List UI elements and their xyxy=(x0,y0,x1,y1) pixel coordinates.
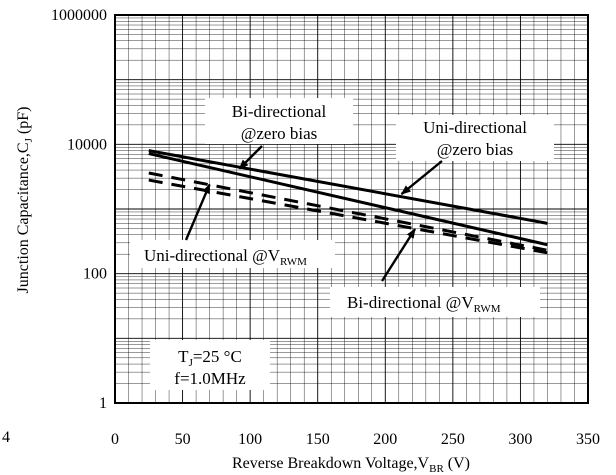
x-tick-labels: 0 50 100 150 200 250 300 350 xyxy=(111,431,600,448)
y-tick-label: 10000 xyxy=(67,136,107,153)
annotation-box xyxy=(205,98,353,144)
x-tick-label: 100 xyxy=(238,431,262,448)
annotation-line: Bi-directional xyxy=(232,102,327,121)
annotation-unidir-vrwm: Uni-directional @VRWM xyxy=(130,240,335,268)
annotation-bidir-vrwm: Bi-directional @VRWM xyxy=(330,287,540,317)
plot-frame xyxy=(114,14,589,404)
annotation-box xyxy=(330,287,540,317)
y-tick-label: 1000000 xyxy=(51,7,107,24)
annotation-line: @zero bias xyxy=(437,140,514,159)
y-tick-labels: 1 100 10000 1000000 xyxy=(51,7,107,412)
annotation-bidir-zero-bias: Bi-directional @zero bias xyxy=(205,98,353,144)
annotation-arrow xyxy=(184,183,211,241)
annotation-arrows xyxy=(184,145,443,282)
y-axis-title: Junction Capacitance,CJ (pF) xyxy=(15,107,35,294)
junction-temperature: TJ=25 °C xyxy=(178,347,242,369)
x-tick-label: 0 xyxy=(111,431,119,448)
annotation-line: @zero bias xyxy=(241,124,318,143)
gridlines xyxy=(115,15,588,403)
y-tick-label: 100 xyxy=(83,266,107,283)
test-conditions: TJ=25 °C f=1.0MHz xyxy=(150,340,270,390)
series-line xyxy=(148,149,548,225)
annotation-line: Uni-directional xyxy=(423,118,527,137)
x-tick-label: 350 xyxy=(576,431,600,448)
x-tick-label: 300 xyxy=(508,431,532,448)
annotation-arrow xyxy=(238,145,263,170)
series-layer xyxy=(148,149,548,255)
series-line xyxy=(148,152,548,247)
y-tick-label: 1 xyxy=(99,395,107,412)
x-tick-label: 200 xyxy=(373,431,397,448)
annotation-unidir-zero-bias: Uni-directional @zero bias xyxy=(396,115,554,161)
annotation-text: Uni-directional @VRWM xyxy=(144,246,307,268)
annotation-text: Bi-directional @VRWM xyxy=(347,293,501,315)
annotation-box xyxy=(130,240,335,268)
annotation-arrow xyxy=(380,228,417,282)
annotation-arrow xyxy=(400,160,443,196)
x-tick-label: 150 xyxy=(306,431,330,448)
conditions-box xyxy=(150,340,270,390)
test-frequency: f=1.0MHz xyxy=(174,369,246,388)
x-tick-label: 250 xyxy=(441,431,465,448)
x-axis-title: Reverse Breakdown Voltage,VBR (V) xyxy=(232,455,470,475)
x-tick-label: 50 xyxy=(175,431,191,448)
annotation-box xyxy=(396,115,554,161)
edge-fragment: 4 xyxy=(2,429,10,446)
